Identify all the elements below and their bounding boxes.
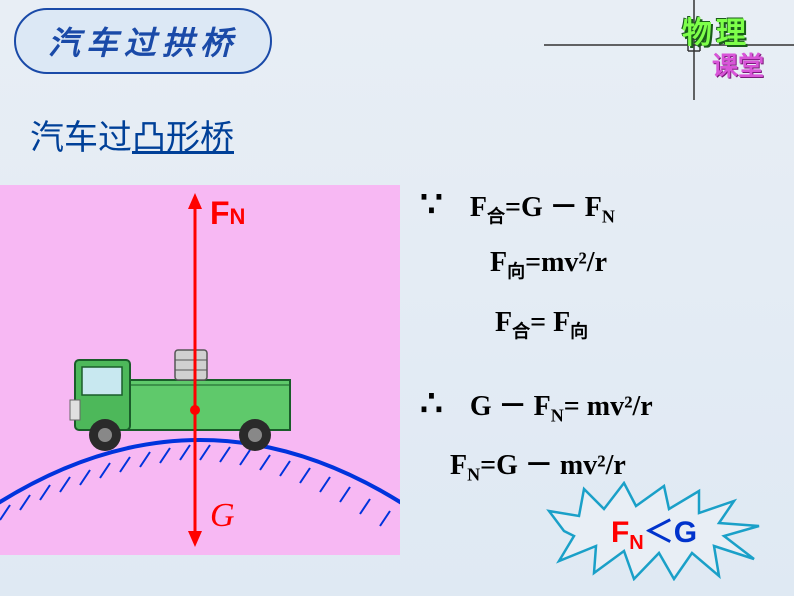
result-starburst: FN＜G — [544, 481, 764, 581]
title-bubble: 汽车过拱桥 — [14, 8, 272, 74]
truck-icon — [70, 350, 290, 451]
result-text: FN＜G — [611, 507, 697, 555]
g-label: G — [210, 497, 235, 535]
physics-diagram: FN G — [0, 185, 400, 555]
subtitle-prefix: 汽车过 — [30, 120, 132, 157]
eq-because: ∵ F合=G － FN — [420, 174, 790, 235]
eq2: F向=mv²/r — [490, 239, 790, 287]
equations-block: ∵ F合=G － FN F向=mv²/r F合= F向 ∴ G － FN= mv… — [420, 170, 790, 494]
fn-label: FN — [210, 195, 245, 232]
eq3: F合= F向 — [495, 299, 790, 347]
logo: 物理 课堂 — [682, 8, 764, 83]
logo-line2: 课堂 — [712, 46, 764, 83]
subtitle: 汽车过凸形桥 — [30, 110, 234, 159]
title-text: 汽车过拱桥 — [48, 25, 238, 61]
diagram-svg — [0, 185, 400, 555]
eq-therefore: ∴ G － FN= mv²/r — [420, 373, 790, 434]
subtitle-underline: 凸形桥 — [132, 120, 234, 157]
